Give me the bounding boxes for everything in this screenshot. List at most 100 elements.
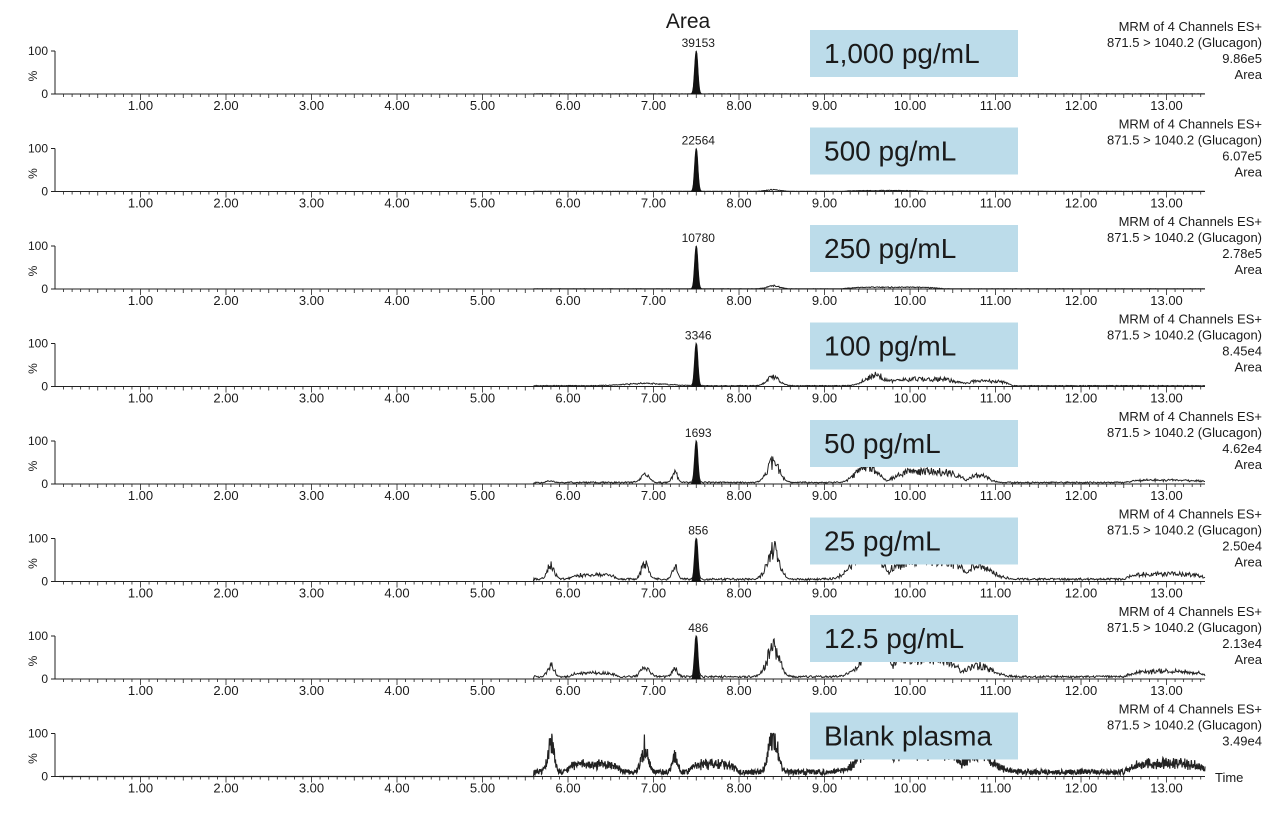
- mode-label: Area: [1235, 652, 1263, 667]
- x-tick-label: 11.00: [980, 391, 1012, 406]
- integrated-peak: [690, 537, 702, 582]
- peak-area-label: 3346: [685, 329, 712, 343]
- x-tick-label: 11.00: [980, 98, 1012, 113]
- panel-1: 100 0% 1.00 2.00 3.00 4.00 5.00 6.00 7.00 8.00 9.0…: [26, 19, 1263, 113]
- x-tick-label: 9.00: [812, 488, 837, 503]
- y-unit-label: %: [26, 558, 40, 569]
- x-tick-label: 7.00: [641, 683, 666, 698]
- x-tick-label: 9.00: [812, 293, 837, 308]
- x-tick-label: 6.00: [555, 488, 580, 503]
- x-tick-label: 7.00: [641, 391, 666, 406]
- x-tick-label: 10.00: [894, 781, 927, 796]
- mode-label: Area: [1235, 457, 1263, 472]
- intensity-label: 2.78e5: [1222, 246, 1262, 261]
- channel-label: MRM of 4 Channels ES+: [1119, 214, 1262, 229]
- panel-6: 100 0% 1.00 2.00 3.00 4.00 5.00 6.00 7.00 8.00 9.0…: [26, 507, 1263, 601]
- trace-line: [59, 732, 1206, 778]
- concentration-box: [810, 225, 1018, 272]
- x-tick-label: 9.00: [812, 586, 837, 601]
- chart-heading: Area: [666, 10, 711, 33]
- panel-4: 100 0% 1.00 2.00 3.00 4.00 5.00 6.00 7.00 8.00 9.0…: [26, 312, 1263, 406]
- channel-label: MRM of 4 Channels ES+: [1119, 604, 1262, 619]
- x-tick-label: 13.00: [1150, 488, 1183, 503]
- channel-label: MRM of 4 Channels ES+: [1119, 117, 1262, 132]
- x-tick-label: 3.00: [299, 781, 324, 796]
- intensity-label: 3.49e4: [1222, 734, 1262, 749]
- x-tick-label: 4.00: [384, 293, 409, 308]
- mode-label: Area: [1235, 165, 1263, 180]
- trace-line: [59, 245, 1206, 290]
- x-tick-label: 10.00: [894, 293, 927, 308]
- peak-area-label: 39153: [682, 36, 716, 50]
- x-tick-label: 1.00: [128, 196, 153, 211]
- x-tick-label: 6.00: [555, 196, 580, 211]
- intensity-label: 8.45e4: [1222, 344, 1262, 359]
- x-tick-label: 1.00: [128, 98, 153, 113]
- panel-7: 100 0% 1.00 2.00 3.00 4.00 5.00 6.00 7.00 8.00 9.0…: [26, 604, 1263, 698]
- intensity-label: 9.86e5: [1222, 51, 1262, 66]
- concentration-label: 500 pg/mL: [824, 136, 956, 167]
- y-tick-label-0: 0: [41, 575, 48, 589]
- x-tick-label: 8.00: [726, 488, 751, 503]
- transition-label: 871.5 > 1040.2 (Glucagon): [1107, 328, 1262, 343]
- x-tick-label: 2.00: [213, 391, 238, 406]
- transition-label: 871.5 > 1040.2 (Glucagon): [1107, 718, 1262, 733]
- x-tick-label: 7.00: [641, 488, 666, 503]
- concentration-label: 25 pg/mL: [824, 526, 941, 557]
- peak-area-label: 10780: [682, 231, 716, 245]
- y-unit-label: %: [26, 460, 40, 471]
- x-tick-label: 7.00: [641, 98, 666, 113]
- x-tick-label: 1.00: [128, 586, 153, 601]
- mode-label: Area: [1235, 67, 1263, 82]
- x-tick-label: 2.00: [213, 98, 238, 113]
- x-tick-label: 1.00: [128, 488, 153, 503]
- x-tick-label: 8.00: [726, 781, 751, 796]
- integrated-peak: [690, 635, 702, 680]
- x-tick-label: 6.00: [555, 781, 580, 796]
- x-tick-label: 7.00: [641, 586, 666, 601]
- x-tick-label: 12.00: [1065, 293, 1098, 308]
- x-tick-label: 13.00: [1150, 586, 1183, 601]
- x-tick-label: 12.00: [1065, 586, 1098, 601]
- x-tick-label: 7.00: [641, 293, 666, 308]
- x-tick-label: 2.00: [213, 488, 238, 503]
- peak-area-label: 1693: [685, 426, 712, 440]
- concentration-label: 100 pg/mL: [824, 331, 956, 362]
- panel-3: 100 0% 1.00 2.00 3.00 4.00 5.00 6.00 7.00 8.00 9.0…: [26, 214, 1263, 308]
- x-tick-label: 4.00: [384, 781, 409, 796]
- x-tick-label: 13.00: [1150, 683, 1183, 698]
- panel-5: 100 0% 1.00 2.00 3.00 4.00 5.00 6.00 7.00 8.00 9.0…: [26, 409, 1263, 503]
- x-tick-label: 5.00: [470, 781, 495, 796]
- x-tick-label: 7.00: [641, 781, 666, 796]
- panel-2: 100 0% 1.00 2.00 3.00 4.00 5.00 6.00 7.00 8.00 9.0…: [26, 117, 1263, 211]
- x-tick-label: 4.00: [384, 196, 409, 211]
- y-unit-label: %: [26, 753, 40, 764]
- concentration-label: 1,000 pg/mL: [824, 38, 980, 69]
- x-tick-label: 1.00: [128, 391, 153, 406]
- x-tick-label: 11.00: [980, 488, 1012, 503]
- transition-label: 871.5 > 1040.2 (Glucagon): [1107, 230, 1262, 245]
- x-tick-label: 3.00: [299, 98, 324, 113]
- x-tick-label: 3.00: [299, 293, 324, 308]
- panel-8: 100 0% 1.00 2.00 3.00 4.00 5.00 6.00 7.00 8.00 9.0…: [26, 702, 1262, 796]
- x-tick-label: 11.00: [980, 781, 1012, 796]
- x-tick-label: 4.00: [384, 683, 409, 698]
- x-tick-label: 13.00: [1150, 781, 1183, 796]
- y-tick-label-100: 100: [28, 434, 48, 448]
- x-tick-label: 3.00: [299, 196, 324, 211]
- x-tick-label: 6.00: [555, 293, 580, 308]
- integrated-peak: [690, 245, 702, 290]
- x-tick-label: 11.00: [980, 293, 1012, 308]
- x-tick-label: 4.00: [384, 98, 409, 113]
- mode-label: Area: [1235, 262, 1263, 277]
- x-tick-label: 3.00: [299, 586, 324, 601]
- x-tick-label: 6.00: [555, 98, 580, 113]
- x-tick-label: 8.00: [726, 391, 751, 406]
- x-tick-label: 3.00: [299, 683, 324, 698]
- peak-area-label: 22564: [682, 134, 716, 148]
- y-tick-label-100: 100: [28, 532, 48, 546]
- channel-label: MRM of 4 Channels ES+: [1119, 702, 1262, 717]
- x-tick-label: 1.00: [128, 683, 153, 698]
- integrated-peak: [690, 147, 702, 192]
- x-tick-label: 6.00: [555, 683, 580, 698]
